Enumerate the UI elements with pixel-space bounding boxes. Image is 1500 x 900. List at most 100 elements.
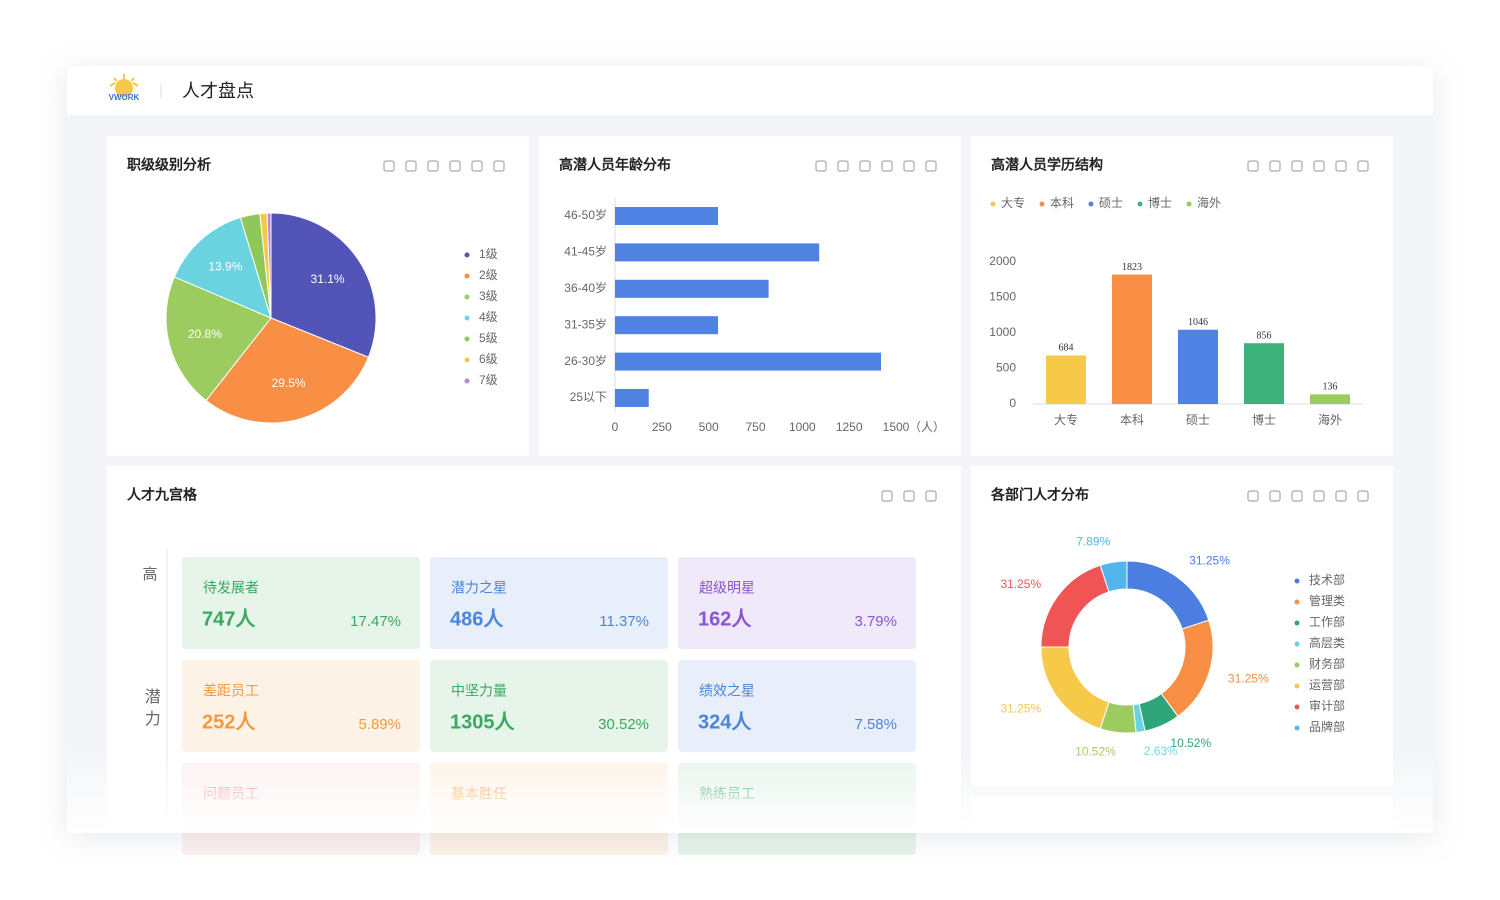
x-tick-label: 750 <box>745 420 765 434</box>
legend-dot <box>1294 704 1300 710</box>
toolbar-icon[interactable] <box>1313 490 1325 502</box>
bar <box>615 207 719 225</box>
x-tick-label: 500 <box>699 420 719 434</box>
y-tick-label: 36-40岁 <box>564 280 607 295</box>
grid-cell <box>182 557 420 649</box>
header-bar <box>67 66 1433 115</box>
grid-cell <box>182 660 420 752</box>
legend-label: 技术部 <box>1309 572 1345 587</box>
legend-dot <box>1088 201 1094 207</box>
cell-name: 超级明星 <box>699 580 755 596</box>
toolbar-icon[interactable] <box>405 160 417 172</box>
y-tick-label: 26-30岁 <box>564 353 607 368</box>
axis-label: 高 <box>142 566 157 583</box>
legend-label: 4级 <box>479 310 498 324</box>
value-label: 684 <box>1059 343 1074 354</box>
panel <box>971 136 1393 456</box>
toolbar-icon[interactable] <box>427 160 439 172</box>
app-title: 人才盘点 <box>182 81 254 101</box>
toolbar-icon[interactable] <box>1357 160 1369 172</box>
cell-count: 1305人 <box>450 710 515 733</box>
toolbar-icon[interactable] <box>1313 160 1325 172</box>
toolbar-icon[interactable] <box>1335 490 1347 502</box>
bar <box>1112 274 1152 404</box>
y-tick-label: 500 <box>996 361 1016 375</box>
bar <box>1178 329 1218 404</box>
legend-dot <box>464 315 470 321</box>
legend-dot <box>1294 662 1300 668</box>
toolbar-icon[interactable] <box>1291 160 1303 172</box>
toolbar-icon[interactable] <box>1335 160 1347 172</box>
value-label: 1823 <box>1122 262 1142 273</box>
legend-label: 2级 <box>479 268 498 282</box>
legend-dot <box>464 336 470 342</box>
toolbar-icon[interactable] <box>881 490 893 502</box>
y-tick-label: 41-45岁 <box>564 244 607 259</box>
toolbar-icon[interactable] <box>1269 490 1281 502</box>
toolbar-icon[interactable] <box>837 160 849 172</box>
slice <box>270 212 377 358</box>
toolbar-icon[interactable] <box>449 160 461 172</box>
legend-dot <box>990 201 996 207</box>
panel-title: 高潜人员学历结构 <box>991 157 1103 173</box>
slice-label: 29.5% <box>272 376 306 390</box>
toolbar-icon[interactable] <box>383 160 395 172</box>
legend-label: 品牌部 <box>1309 719 1345 734</box>
legend-label: 高层类 <box>1309 635 1345 650</box>
toolbar-icon[interactable] <box>1247 490 1259 502</box>
slice <box>165 276 272 402</box>
toolbar-icon[interactable] <box>903 490 915 502</box>
x-tick-label: 1500 <box>883 420 910 434</box>
grid-cell <box>678 557 916 649</box>
toolbar-icon[interactable] <box>881 160 893 172</box>
legend-label: 本科 <box>1050 196 1074 210</box>
y-tick-label: 31-35岁 <box>564 316 607 331</box>
legend-dot <box>1186 201 1192 207</box>
legend-dot <box>1294 578 1300 584</box>
slice-label: 7.89% <box>1076 534 1110 548</box>
panel-title: 职级级别分析 <box>127 157 211 173</box>
toolbar-icon[interactable] <box>925 160 937 172</box>
toolbar-icon[interactable] <box>1291 490 1303 502</box>
x-tick-label: 1250 <box>836 420 863 434</box>
cell-percent: 11.37% <box>599 613 649 630</box>
legend-label: 3级 <box>479 289 498 303</box>
legend-label: 硕士 <box>1099 196 1123 210</box>
x-tick-label: 大专 <box>1054 412 1078 427</box>
x-tick-label: 硕士 <box>1186 413 1210 427</box>
toolbar-icon[interactable] <box>903 160 915 172</box>
toolbar-icon[interactable] <box>1269 160 1281 172</box>
toolbar-icon[interactable] <box>815 160 827 172</box>
legend-label: 1级 <box>479 247 498 261</box>
cell-name: 绩效之星 <box>699 683 755 699</box>
toolbar-icon[interactable] <box>471 160 483 172</box>
cell-count: 162人 <box>698 607 752 630</box>
cell-count: 486人 <box>450 607 504 630</box>
toolbar-icon[interactable] <box>493 160 505 172</box>
legend-label: 6级 <box>479 352 498 366</box>
cell-percent: 17.47% <box>350 613 401 630</box>
panel-title: 各部门人才分布 <box>990 487 1089 503</box>
toolbar-icon[interactable] <box>1357 490 1369 502</box>
legend-label: 审计部 <box>1309 698 1345 713</box>
cell-count: 252人 <box>202 710 256 733</box>
slice-label: 13.9% <box>208 259 242 273</box>
legend-dot <box>1039 201 1045 207</box>
bar <box>615 352 882 371</box>
cell-percent: 3.79% <box>854 613 897 630</box>
toolbar-icon[interactable] <box>1247 160 1259 172</box>
slice <box>266 212 272 319</box>
legend-dot <box>464 252 470 258</box>
cell-count: 747人 <box>202 607 256 630</box>
slice-label: 31.25% <box>1000 577 1041 591</box>
legend-dot <box>464 273 470 279</box>
toolbar-icon[interactable] <box>859 160 871 172</box>
y-tick-label: 46-50岁 <box>564 207 607 222</box>
slice <box>173 216 272 319</box>
bar <box>615 389 649 407</box>
bar <box>615 243 820 262</box>
toolbar-icon[interactable] <box>925 490 937 502</box>
bar <box>1046 355 1086 404</box>
legend-dot <box>1294 620 1300 626</box>
